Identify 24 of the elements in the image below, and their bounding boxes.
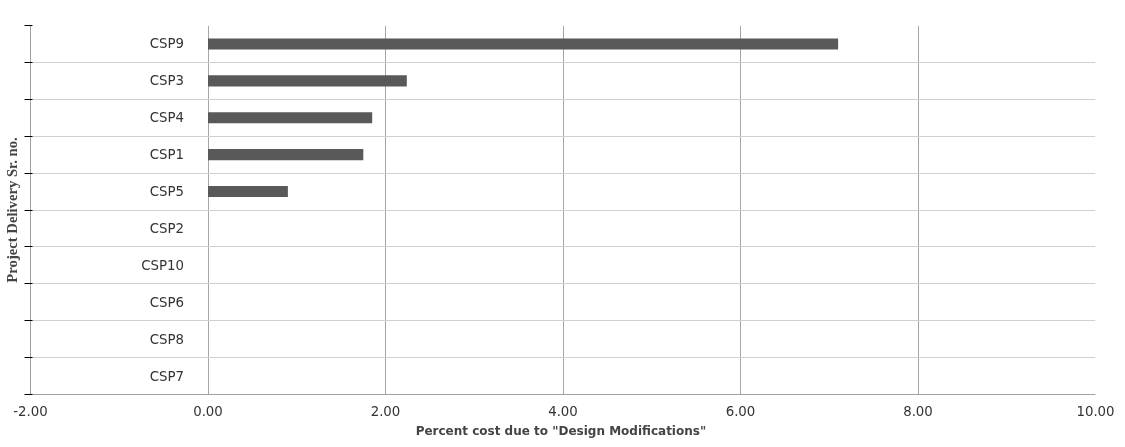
y-tick-label: CSP5 [149, 184, 185, 200]
y-tick-label: CSP9 [149, 36, 185, 52]
y-axis-title: Project Delivery Sr. no. [3, 137, 20, 283]
y-tick-label: CSP10 [141, 257, 184, 273]
x-tick-label: 6.00 [725, 403, 756, 419]
x-tick-label: -2.00 [13, 403, 48, 419]
x-tick-label: 10.00 [1076, 403, 1115, 419]
y-tick-label: CSP2 [149, 220, 185, 236]
y-tick-label: CSP6 [149, 294, 185, 310]
x-tick-label: 2.00 [370, 403, 401, 419]
y-tick-label: CSP1 [149, 147, 185, 163]
x-tick-label: 8.00 [903, 403, 933, 419]
x-axis-title: Percent cost due to "Design Modifications" [415, 423, 707, 438]
bar [208, 75, 407, 87]
bar [208, 38, 839, 50]
y-tick-label: CSP8 [149, 331, 185, 347]
bar [208, 112, 373, 124]
x-tick-label: 4.00 [548, 403, 578, 419]
y-tick-label: CSP3 [149, 73, 185, 89]
y-tick-label: CSP7 [149, 368, 185, 384]
y-tick-label: CSP4 [149, 110, 185, 126]
bar [208, 149, 364, 161]
x-tick-label: 0.00 [193, 403, 223, 419]
bar [208, 186, 288, 198]
